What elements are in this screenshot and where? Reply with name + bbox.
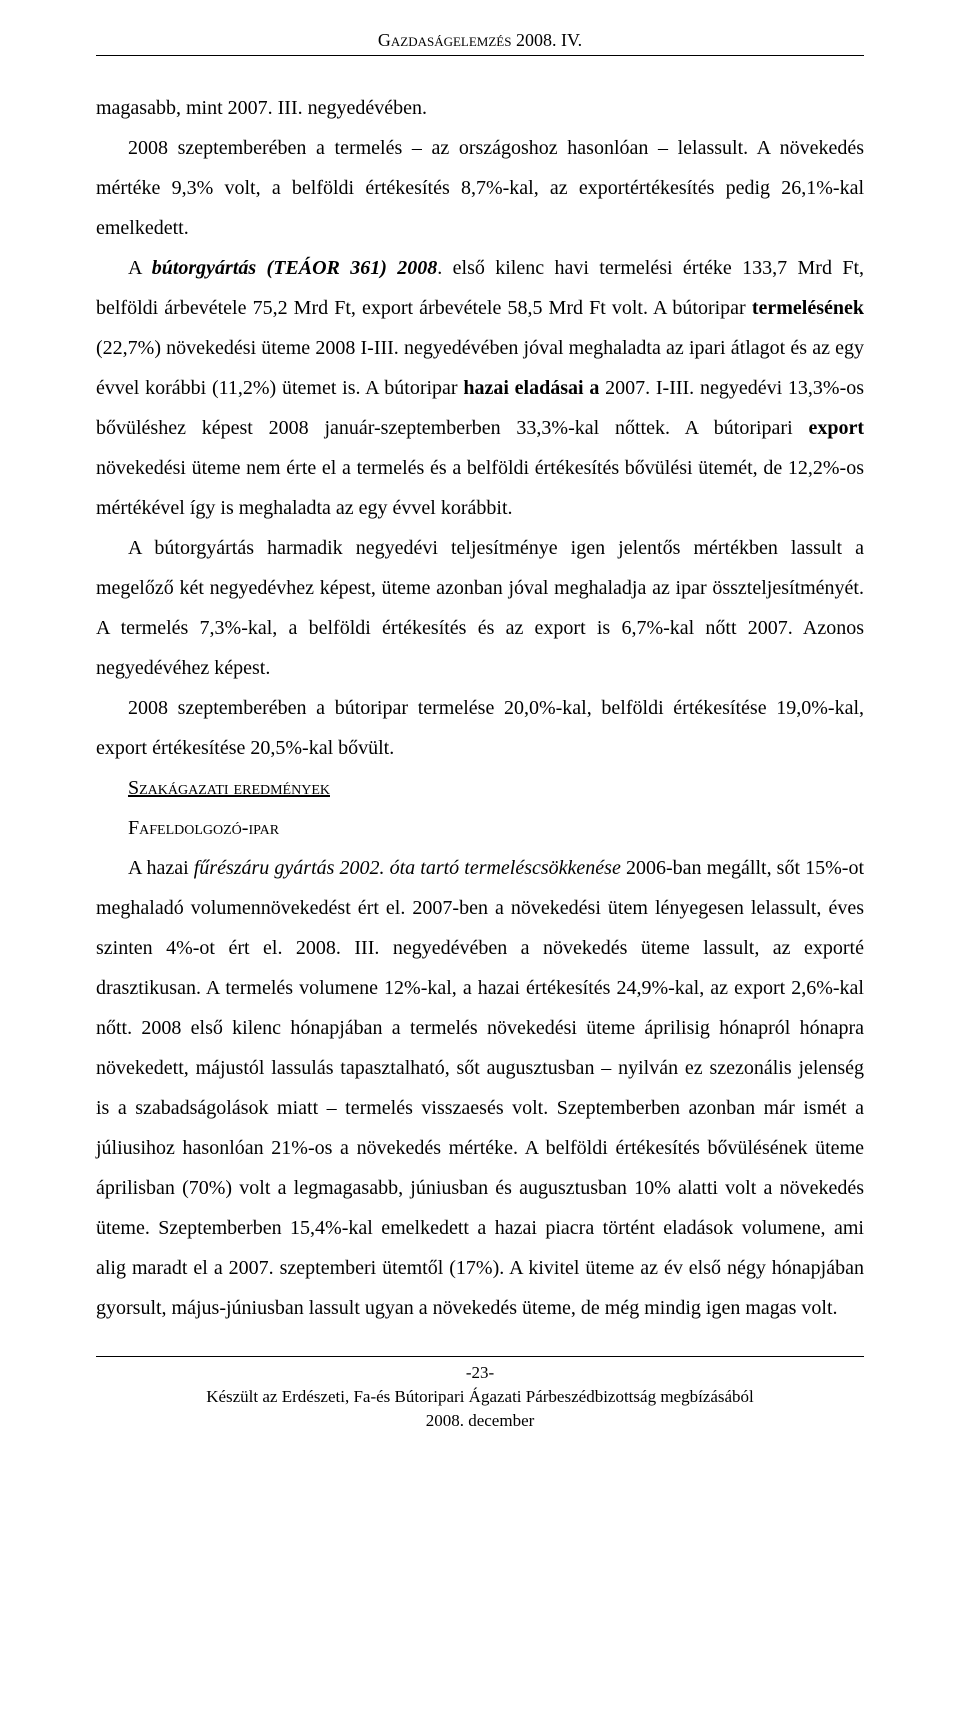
paragraph-2: 2008 szeptemberében a termelés – az orsz… [96,128,864,248]
text: 2008 szeptemberében a bútoripar termelés… [96,697,864,759]
section-heading-text: Szakágazati eredmények [128,777,330,799]
page-header: Gazdaságelemzés 2008. IV. [96,30,864,56]
page-footer: -23- Készült az Erdészeti, Fa-és Bútorip… [96,1356,864,1432]
text-bold: export [808,417,864,439]
body-text: magasabb, mint 2007. III. negyedévében. … [96,88,864,1328]
text: A hazai [128,857,194,879]
text: növekedési üteme nem érte el a termelés … [96,457,864,519]
paragraph-5: 2008 szeptemberében a bútoripar termelés… [96,688,864,768]
text-italic: fűrészáru gyártás 2002. óta tartó termel… [194,857,621,879]
text: A [128,257,152,279]
subsection-heading-text: Fafeldolgozó-ipar [128,817,279,839]
text: 2006-ban megállt, sőt 15%-ot meghaladó v… [96,857,864,1319]
page-number: -23- [96,1361,864,1385]
paragraph-1: magasabb, mint 2007. III. negyedévében. [96,88,864,128]
footer-line-2: 2008. december [96,1409,864,1433]
subsection-heading: Fafeldolgozó-ipar [96,808,864,848]
text-bold: termelésének [752,297,864,319]
text: 2008 szeptemberében a termelés – az orsz… [96,137,864,239]
text: magasabb, mint 2007. III. negyedévében. [96,97,427,119]
text-bold: hazai eladásai a [463,377,599,399]
text-bold-italic: bútorgyártás (TEÁOR 361) 2008 [152,257,438,279]
footer-line-1: Készült az Erdészeti, Fa-és Bútoripari Á… [96,1385,864,1409]
paragraph-6: A hazai fűrészáru gyártás 2002. óta tart… [96,848,864,1328]
paragraph-3: A bútorgyártás (TEÁOR 361) 2008. első ki… [96,248,864,528]
header-title: Gazdaságelemzés 2008. IV. [378,30,582,50]
paragraph-4: A bútorgyártás harmadik negyedévi teljes… [96,528,864,688]
document-page: Gazdaságelemzés 2008. IV. magasabb, mint… [0,0,960,1452]
section-heading: Szakágazati eredmények [96,768,864,808]
text: A bútorgyártás harmadik negyedévi teljes… [96,537,864,679]
